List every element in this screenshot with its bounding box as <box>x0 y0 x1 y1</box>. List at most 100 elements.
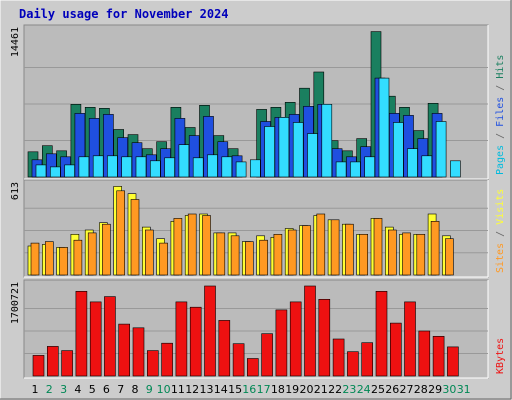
max-value-label: 613 <box>10 182 21 200</box>
bar-pages-day-25 <box>378 77 390 178</box>
day-label-5: 5 <box>89 383 96 396</box>
day-label-24: 24 <box>357 383 371 396</box>
bar-pages-day-21 <box>321 104 333 178</box>
bar-sites-day-8 <box>130 199 140 276</box>
bar-sites-day-9 <box>145 229 154 276</box>
bar-kbytes-day-24 <box>361 342 374 377</box>
bar-sites-day-5 <box>87 232 97 276</box>
bar-pages-day-16 <box>250 159 261 178</box>
bar-kbytes-day-20 <box>304 285 316 377</box>
bar-kbytes-day-7 <box>118 323 130 377</box>
day-label-30: 30 <box>442 383 456 396</box>
bar-pages-day-27 <box>407 148 418 178</box>
bar-pages-day-24 <box>364 156 376 178</box>
bar-kbytes-day-26 <box>389 322 402 377</box>
bar-sites-day-19 <box>287 229 297 276</box>
bar-kbytes-day-17 <box>261 333 273 377</box>
day-label-26: 26 <box>385 383 399 396</box>
day-label-29: 29 <box>428 383 442 396</box>
bar-kbytes-day-1 <box>32 355 45 377</box>
bar-sites-day-11 <box>173 218 183 276</box>
day-label-17: 17 <box>257 383 271 396</box>
day-label-14: 14 <box>214 383 228 396</box>
bar-pages-day-7 <box>121 156 132 178</box>
panel-legend: KBytes <box>495 338 506 374</box>
bar-sites-day-24 <box>359 234 369 276</box>
bar-sites-day-6 <box>102 223 111 276</box>
sites-visits-panel: 613 Sites / Visits <box>10 179 506 278</box>
bar-kbytes-day-18 <box>275 309 288 377</box>
panel-legend: Pages / Files / Hits <box>495 55 506 175</box>
legend-entry: Sites <box>495 237 506 273</box>
bar-sites-day-2 <box>44 241 54 276</box>
legend-entry: KBytes <box>495 338 506 374</box>
bar-sites-day-4 <box>73 239 83 276</box>
legend-entry: / <box>495 225 506 237</box>
bar-pages-day-3 <box>64 164 75 178</box>
day-label-19: 19 <box>285 383 299 396</box>
bar-kbytes-day-23 <box>347 351 359 377</box>
bar-kbytes-day-8 <box>132 327 145 377</box>
bar-kbytes-day-5 <box>89 301 102 377</box>
chart-title: Daily usage for November 2024 <box>19 7 229 21</box>
bar-kbytes-day-27 <box>404 301 416 377</box>
bar-pages-day-18 <box>278 117 290 178</box>
bar-kbytes-day-6 <box>104 296 116 377</box>
day-label-13: 13 <box>200 383 214 396</box>
day-label-9: 9 <box>146 383 153 396</box>
day-label-22: 22 <box>328 383 342 396</box>
bar-pages-day-13 <box>207 154 218 178</box>
bar-pages-day-1 <box>35 164 47 178</box>
legend-entry: / <box>495 127 506 139</box>
bar-sites-day-25 <box>373 218 383 276</box>
day-label-16: 16 <box>242 383 256 396</box>
bar-pages-day-5 <box>92 155 104 178</box>
legend-entry: Hits <box>495 55 506 79</box>
legend-entry: Files <box>495 91 506 127</box>
day-label-28: 28 <box>414 383 428 396</box>
bar-kbytes-day-22 <box>332 338 345 377</box>
day-label-31: 31 <box>457 383 471 396</box>
day-label-12: 12 <box>185 383 199 396</box>
bar-pages-day-9 <box>150 160 161 178</box>
day-label-21: 21 <box>314 383 328 396</box>
bar-sites-day-29 <box>430 221 440 276</box>
bar-pages-day-23 <box>350 161 361 178</box>
bar-kbytes-day-28 <box>418 330 431 377</box>
bar-sites-day-1 <box>30 242 40 276</box>
max-value-label: 1700721 <box>10 282 21 324</box>
bar-sites-day-26 <box>387 229 397 276</box>
bar-pages-day-29 <box>435 121 447 178</box>
day-label-20: 20 <box>300 383 314 396</box>
bar-sites-day-17 <box>259 239 268 276</box>
bar-kbytes-day-12 <box>189 306 202 377</box>
max-value-label: 14461 <box>10 27 21 57</box>
day-label-1: 1 <box>32 383 39 396</box>
bar-sites-day-27 <box>402 232 411 276</box>
panel-legend: Sites / Visits <box>495 189 506 273</box>
day-label-4: 4 <box>74 383 81 396</box>
kbytes-panel: 1700721 KBytes <box>10 279 506 379</box>
bar-pages-day-12 <box>192 157 204 178</box>
day-label-11: 11 <box>171 383 185 396</box>
bar-pages-day-28 <box>421 155 433 178</box>
day-label-6: 6 <box>103 383 110 396</box>
bar-kbytes-day-30 <box>447 346 459 377</box>
day-label-10: 10 <box>157 383 171 396</box>
bar-sites-day-21 <box>316 213 326 276</box>
bar-pages-day-15 <box>235 161 247 178</box>
bar-sites-day-18 <box>273 234 283 276</box>
bar-pages-day-22 <box>335 161 347 178</box>
bar-kbytes-day-4 <box>75 290 88 377</box>
bar-sites-day-12 <box>187 213 197 276</box>
bar-kbytes-day-13 <box>204 285 216 377</box>
day-label-2: 2 <box>46 383 53 396</box>
bar-pages-day-11 <box>178 144 190 178</box>
legend-entry: Pages <box>495 139 506 175</box>
day-label-8: 8 <box>132 383 139 396</box>
bar-kbytes-day-21 <box>318 298 331 377</box>
day-label-23: 23 <box>342 383 356 396</box>
bar-sites-day-16 <box>245 241 254 276</box>
bar-sites-day-15 <box>230 235 240 276</box>
